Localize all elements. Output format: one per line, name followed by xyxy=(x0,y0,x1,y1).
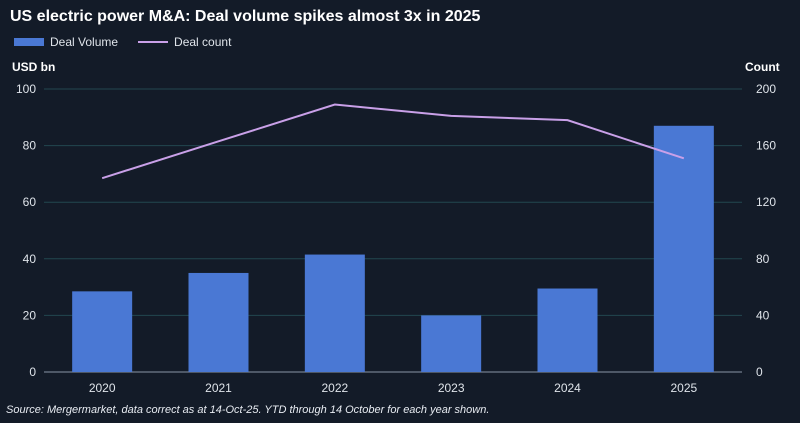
bar-deal-volume-2025 xyxy=(653,125,714,372)
left-tick-label: 60 xyxy=(23,195,37,209)
legend-label-deal-volume: Deal Volume xyxy=(50,35,119,49)
legend: Deal Volume Deal count xyxy=(14,35,231,49)
x-tick-label: 2023 xyxy=(438,381,465,395)
right-tick-label: 160 xyxy=(756,139,776,153)
bar-deal-volume-2023 xyxy=(421,315,482,372)
x-tick-label: 2020 xyxy=(89,381,116,395)
chart-title: US electric power M&A: Deal volume spike… xyxy=(10,8,481,25)
x-tick-label: 2024 xyxy=(554,381,581,395)
legend-swatch-deal-count xyxy=(138,41,169,43)
left-tick-label: 0 xyxy=(29,365,36,379)
x-tick-label: 2021 xyxy=(205,381,232,395)
right-tick-label: 0 xyxy=(756,365,763,379)
legend-swatch-deal-volume xyxy=(14,38,44,46)
right-tick-label: 200 xyxy=(756,82,776,96)
left-tick-label: 40 xyxy=(23,252,37,266)
bar-deal-volume-2021 xyxy=(188,272,249,372)
left-axis-title: USD bn xyxy=(12,60,56,74)
bar-deal-volume-2024 xyxy=(537,288,598,372)
right-tick-label: 80 xyxy=(756,252,770,266)
right-tick-label: 120 xyxy=(756,195,776,209)
bar-deal-volume-2020 xyxy=(72,291,133,372)
line-deal-count xyxy=(101,103,685,180)
right-axis-title: Count xyxy=(745,60,780,74)
left-tick-label: 100 xyxy=(16,82,36,96)
right-tick-label: 40 xyxy=(756,308,770,322)
legend-label-deal-count: Deal count xyxy=(174,35,232,49)
x-tick-label: 2025 xyxy=(670,381,697,395)
left-tick-label: 80 xyxy=(23,139,37,153)
x-tick-label: 2022 xyxy=(321,381,348,395)
left-tick-label: 20 xyxy=(23,308,37,322)
bar-deal-volume-2022 xyxy=(304,254,365,372)
source-note: Source: Mergermarket, data correct as at… xyxy=(6,404,490,416)
